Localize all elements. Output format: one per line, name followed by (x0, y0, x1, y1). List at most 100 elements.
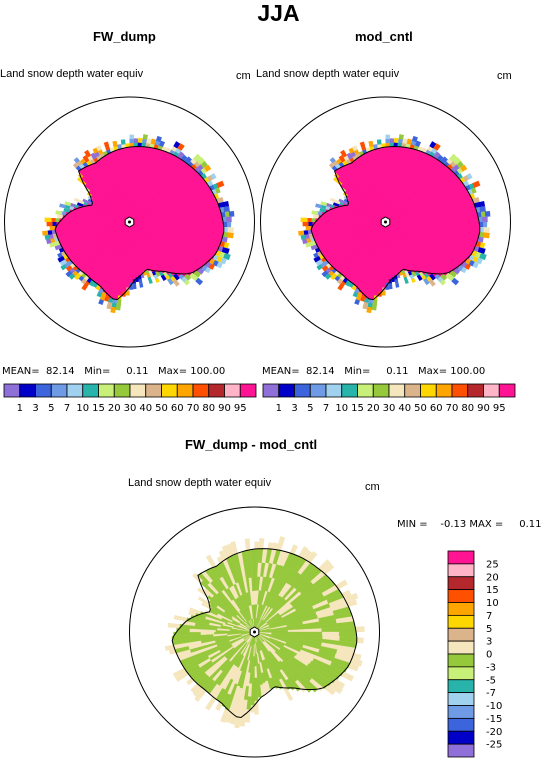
snow-cell (394, 278, 399, 284)
snow-cell (460, 267, 468, 274)
panel-units-diff: cm (365, 481, 380, 493)
snow-cell (129, 137, 134, 144)
colorbar-tick-label: 20 (486, 572, 499, 583)
diff-cell (275, 678, 284, 690)
colorbar-tick-label: 60 (430, 403, 443, 414)
snow-cell (433, 143, 441, 151)
map-mod-cntl (260, 96, 511, 348)
colorbar-box (341, 383, 358, 398)
snow-cell (80, 158, 86, 165)
snow-cell (452, 156, 462, 165)
diff-cell (306, 551, 318, 564)
snow-cell (479, 206, 486, 213)
diff-cell (197, 596, 211, 606)
snow-cell (177, 143, 185, 151)
diff-cell (229, 715, 237, 725)
colorbar-box (447, 679, 475, 694)
snow-cell (446, 158, 453, 165)
snow-cell (200, 161, 208, 169)
mean-label: MEAN= (262, 366, 300, 377)
snow-cell (330, 273, 338, 281)
snow-cell (145, 142, 151, 148)
diff-cell (201, 602, 212, 610)
snow-cell (173, 141, 181, 149)
colorbar-box (19, 383, 36, 398)
diff-cell (226, 543, 235, 557)
colorbar-box (447, 614, 475, 629)
colorbar-tick-label: 80 (461, 403, 474, 414)
snow-cell (64, 201, 72, 207)
snow-cell (336, 278, 343, 285)
snow-cell (456, 167, 463, 174)
colorbar-box (82, 383, 99, 398)
diff-cell (272, 542, 279, 551)
snow-cell (451, 277, 460, 286)
snow-cell (226, 216, 232, 222)
colorbar-tick-label: 3 (291, 403, 297, 414)
snow-cell (193, 270, 202, 278)
snow-cell (346, 152, 353, 160)
colorbar-tick-label: 3 (32, 403, 38, 414)
panel-units-right: cm (497, 70, 512, 82)
snow-cell (150, 138, 157, 145)
diff-cell (324, 685, 336, 696)
snow-cell (313, 214, 319, 219)
snow-cell (300, 234, 306, 240)
snow-cell (354, 299, 360, 306)
min-value: 0.11 (386, 366, 409, 377)
snow-cell (477, 201, 486, 208)
snow-cell (147, 276, 153, 284)
colorbar-tick-label: -3 (486, 662, 496, 673)
snow-cell (226, 222, 232, 228)
snow-cell (311, 210, 319, 215)
snow-cell (321, 265, 329, 272)
snow-cell (220, 257, 227, 265)
colorbar-tick-label: 60 (171, 403, 184, 414)
colorbar-diff: 25 20 15 10 7 5 3 0-3 -5 -7 -10 -15 -20 -25 (447, 550, 502, 758)
snow-cell (333, 176, 340, 184)
snow-cell (172, 278, 180, 287)
diff-cell (221, 693, 231, 708)
snow-cell (388, 283, 393, 290)
panel-label-right: Land snow depth water equiv (256, 68, 400, 80)
diff-cell (173, 614, 188, 622)
colorbar-tick-label: -10 (486, 701, 502, 712)
colorbar-tick-label: 40 (398, 403, 411, 414)
snow-cell (55, 210, 63, 215)
snow-cell (96, 292, 103, 298)
snow-cell (298, 230, 305, 236)
colorbar-tick-label: 5 (486, 624, 492, 635)
snow-cell (219, 241, 226, 248)
snow-cell (115, 303, 121, 311)
snow-cell (142, 138, 148, 144)
snow-cell (65, 204, 71, 210)
colorbar-box (3, 383, 21, 398)
diff-cell (189, 607, 201, 615)
diff-cell (352, 653, 362, 661)
snow-cell (129, 134, 135, 140)
snow-cell (456, 161, 464, 169)
diff-cell (221, 545, 231, 559)
diff-cell (321, 627, 339, 633)
colorbar-box (447, 563, 475, 578)
colorbar-box (372, 383, 390, 398)
colorbar-tick-label: 40 (139, 403, 152, 414)
diff-cell (298, 546, 309, 559)
snow-cell (477, 247, 486, 255)
diff-cell (338, 640, 357, 649)
snow-cell (389, 138, 395, 143)
snow-cell (73, 197, 81, 203)
colorbar-tick-label: 1 (276, 403, 282, 414)
colorbar-box (467, 383, 484, 398)
max-value: 0.11 (519, 519, 542, 530)
coastline (54, 145, 225, 301)
snow-cell (423, 278, 430, 286)
snow-cell (88, 280, 95, 287)
diff-cell (204, 568, 217, 582)
snow-cell (302, 222, 309, 227)
snow-cell (92, 147, 99, 154)
snow-cell (402, 138, 408, 144)
snow-cell (300, 217, 308, 222)
colorbar-box (325, 383, 343, 398)
snow-cell (137, 141, 143, 148)
